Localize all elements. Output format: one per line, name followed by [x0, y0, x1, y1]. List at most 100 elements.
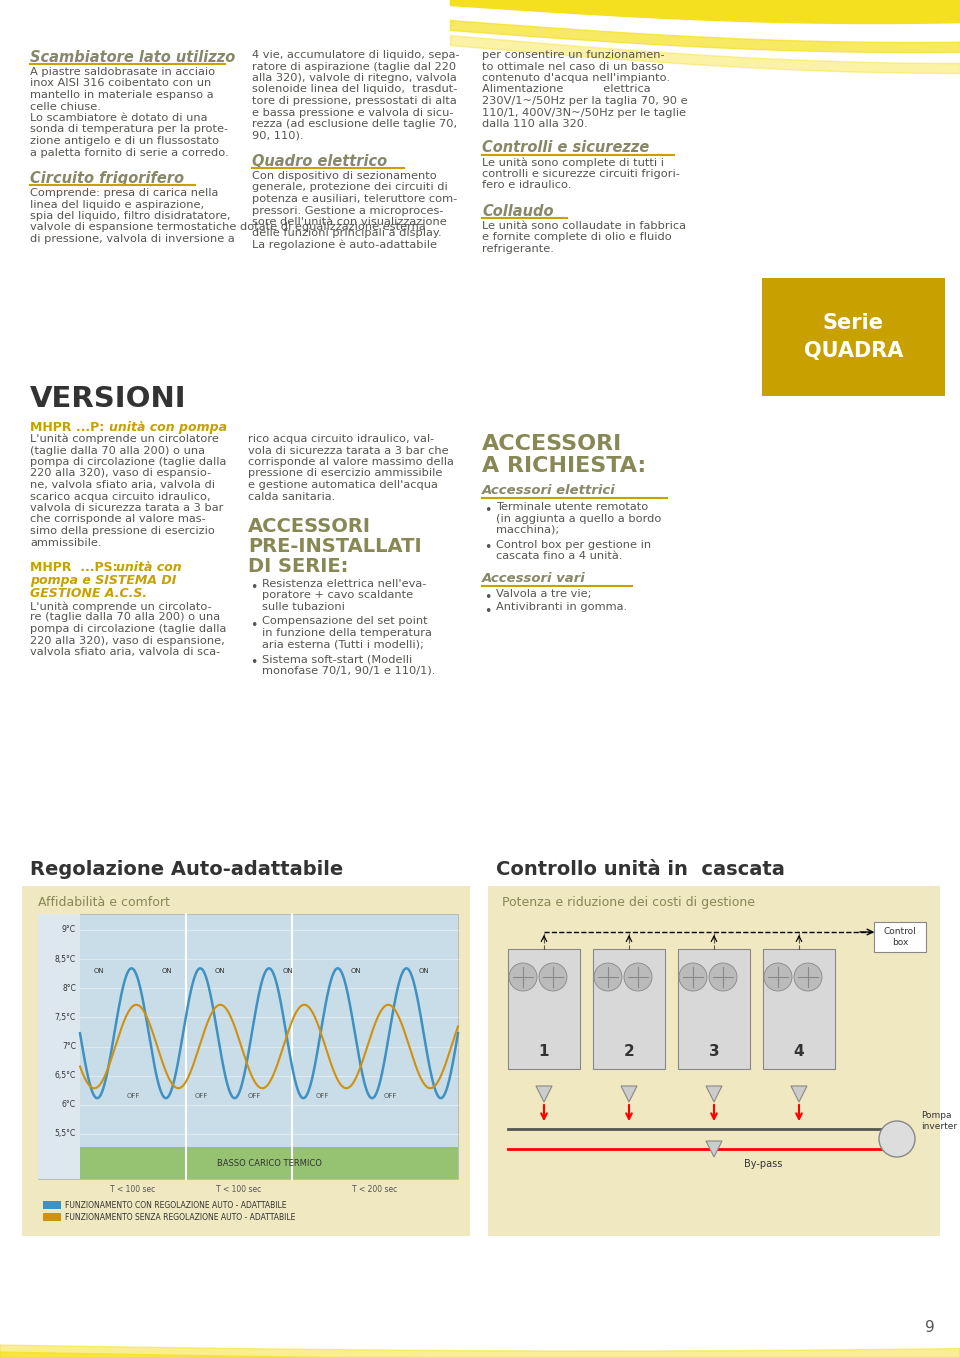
Text: La regolazione è auto-adattabile: La regolazione è auto-adattabile: [252, 240, 437, 250]
Text: Quadro elettrico: Quadro elettrico: [252, 153, 387, 168]
Text: 9°C: 9°C: [62, 925, 76, 934]
Text: •: •: [484, 504, 492, 517]
Text: valvola di sicurezza tarata a 3 bar: valvola di sicurezza tarata a 3 bar: [30, 502, 224, 513]
Text: simo della pressione di esercizio: simo della pressione di esercizio: [30, 526, 215, 536]
Bar: [593, 949, 665, 1069]
Text: Affidabilità e comfort: Affidabilità e comfort: [38, 896, 170, 909]
Text: Potenza e riduzione dei costi di gestione: Potenza e riduzione dei costi di gestion…: [502, 896, 755, 909]
Text: Terminale utente remotato: Terminale utente remotato: [496, 502, 648, 512]
Text: e bassa pressione e valvola di sicu-: e bassa pressione e valvola di sicu-: [252, 107, 453, 118]
Text: ammissibile.: ammissibile.: [30, 538, 102, 547]
Text: 5,5°C: 5,5°C: [55, 1130, 76, 1138]
Text: L'unità comprende un circolato-: L'unità comprende un circolato-: [30, 602, 212, 611]
Text: pompa di circolazione (taglie dalla: pompa di circolazione (taglie dalla: [30, 623, 227, 634]
Text: A RICHIESTA:: A RICHIESTA:: [482, 456, 646, 477]
Text: fero e idraulico.: fero e idraulico.: [482, 181, 571, 190]
Text: 8,5°C: 8,5°C: [55, 955, 76, 964]
Text: refrigerante.: refrigerante.: [482, 244, 554, 254]
Polygon shape: [621, 1086, 637, 1101]
Text: vola di sicurezza tarata a 3 bar che: vola di sicurezza tarata a 3 bar che: [248, 445, 448, 455]
Text: solenoide linea del liquido,  trasdut-: solenoide linea del liquido, trasdut-: [252, 84, 457, 95]
Bar: [38, 914, 458, 1179]
Text: contenuto d'acqua nell'impianto.: contenuto d'acqua nell'impianto.: [482, 73, 670, 83]
Text: di pressione, valvola di inversione a: di pressione, valvola di inversione a: [30, 234, 235, 244]
Text: zione antigelo e di un flussostato: zione antigelo e di un flussostato: [30, 136, 219, 147]
Text: Comprende: presa di carica nella: Comprende: presa di carica nella: [30, 187, 218, 198]
Bar: [762, 278, 945, 397]
Text: aria esterna (Tutti i modelli);: aria esterna (Tutti i modelli);: [262, 640, 424, 649]
Text: re (taglie dalla 70 alla 200) o una: re (taglie dalla 70 alla 200) o una: [30, 612, 220, 622]
Text: tore di pressione, pressostati di alta: tore di pressione, pressostati di alta: [252, 96, 457, 106]
Text: 6°C: 6°C: [62, 1100, 76, 1109]
Text: corrisponde al valore massimo della: corrisponde al valore massimo della: [248, 458, 454, 467]
Text: calda sanitaria.: calda sanitaria.: [248, 492, 335, 501]
Text: Collaudo: Collaudo: [482, 204, 554, 219]
Text: Accessori vari: Accessori vari: [482, 572, 586, 584]
Text: linea del liquido e aspirazione,: linea del liquido e aspirazione,: [30, 200, 204, 209]
Text: T < 100 sec: T < 100 sec: [110, 1186, 156, 1194]
Text: VERSIONI: VERSIONI: [30, 386, 186, 413]
Text: ON: ON: [214, 968, 226, 974]
Text: 90, 110).: 90, 110).: [252, 130, 303, 140]
Circle shape: [794, 963, 822, 991]
Circle shape: [594, 963, 622, 991]
Text: pressione di esercizio ammissibile: pressione di esercizio ammissibile: [248, 469, 443, 478]
Text: in funzione della temperatura: in funzione della temperatura: [262, 627, 432, 638]
Text: Controlli e sicurezze: Controlli e sicurezze: [482, 140, 649, 156]
Text: macchina);: macchina);: [496, 526, 560, 535]
Text: Circuito frigorifero: Circuito frigorifero: [30, 171, 184, 186]
Text: •: •: [250, 618, 257, 631]
Text: ON: ON: [282, 968, 293, 974]
Text: unità con pompa: unità con pompa: [109, 421, 227, 435]
Text: e gestione automatica dell'acqua: e gestione automatica dell'acqua: [248, 479, 438, 490]
Text: 3: 3: [708, 1043, 719, 1058]
Text: dalla 110 alla 320.: dalla 110 alla 320.: [482, 120, 588, 129]
Text: OFF: OFF: [194, 1093, 207, 1099]
Text: Le unità sono collaudate in fabbrica: Le unità sono collaudate in fabbrica: [482, 221, 686, 231]
Text: 4: 4: [794, 1043, 804, 1058]
Text: alla 320), valvole di ritegno, valvola: alla 320), valvole di ritegno, valvola: [252, 73, 457, 83]
Text: Regolazione Auto-adattabile: Regolazione Auto-adattabile: [30, 860, 344, 879]
Text: L'unità comprende un circolatore: L'unità comprende un circolatore: [30, 435, 219, 444]
Text: 7,5°C: 7,5°C: [55, 1013, 76, 1021]
Bar: [763, 949, 835, 1069]
Text: •: •: [484, 592, 492, 604]
Text: Pompa
inverter: Pompa inverter: [921, 1111, 957, 1131]
Text: scarico acqua circuito idraulico,: scarico acqua circuito idraulico,: [30, 492, 210, 501]
Text: OFF: OFF: [383, 1093, 396, 1099]
Text: •: •: [250, 656, 257, 669]
Text: OFF: OFF: [126, 1093, 139, 1099]
Text: 4 vie, accumulatore di liquido, sepa-: 4 vie, accumulatore di liquido, sepa-: [252, 50, 460, 60]
Text: Control
box: Control box: [883, 928, 917, 947]
Text: (in aggiunta a quello a bordo: (in aggiunta a quello a bordo: [496, 513, 661, 523]
Text: FUNZIONAMENTO CON REGOLAZIONE AUTO - ADATTABILE: FUNZIONAMENTO CON REGOLAZIONE AUTO - ADA…: [65, 1200, 286, 1210]
Bar: [22, 885, 470, 1236]
Text: ON: ON: [161, 968, 172, 974]
Text: BASSO CARICO TERMICO: BASSO CARICO TERMICO: [217, 1158, 322, 1168]
Text: mantello in materiale espanso a: mantello in materiale espanso a: [30, 90, 214, 100]
Text: rico acqua circuito idraulico, val-: rico acqua circuito idraulico, val-: [248, 435, 434, 444]
Text: 7°C: 7°C: [62, 1042, 76, 1051]
Text: A piastre saldobrasate in acciaio: A piastre saldobrasate in acciaio: [30, 67, 215, 77]
Text: che corrisponde al valore mas-: che corrisponde al valore mas-: [30, 515, 205, 524]
Text: ON: ON: [419, 968, 429, 974]
Text: spia del liquido, filtro disidratatore,: spia del liquido, filtro disidratatore,: [30, 210, 230, 221]
Text: •: •: [250, 581, 257, 593]
Bar: [80, 1148, 458, 1179]
Polygon shape: [536, 1086, 552, 1101]
Text: sulle tubazioni: sulle tubazioni: [262, 602, 345, 612]
Text: 1: 1: [539, 1043, 549, 1058]
Text: inox AISI 316 coibentato con un: inox AISI 316 coibentato con un: [30, 79, 211, 88]
Text: ACCESSORI: ACCESSORI: [248, 517, 371, 536]
Text: unità con: unità con: [116, 561, 181, 574]
Bar: [38, 914, 80, 1179]
Text: potenza e ausiliari, teleruttore com-: potenza e ausiliari, teleruttore com-: [252, 194, 457, 204]
Text: OFF: OFF: [247, 1093, 260, 1099]
Bar: [678, 949, 750, 1069]
Circle shape: [764, 963, 792, 991]
Text: Compensazione del set point: Compensazione del set point: [262, 617, 427, 626]
Bar: [874, 922, 926, 952]
Text: ne, valvola sfiato aria, valvola di: ne, valvola sfiato aria, valvola di: [30, 479, 215, 490]
Text: Sistema soft-start (Modelli: Sistema soft-start (Modelli: [262, 655, 412, 664]
Bar: [496, 914, 932, 1194]
